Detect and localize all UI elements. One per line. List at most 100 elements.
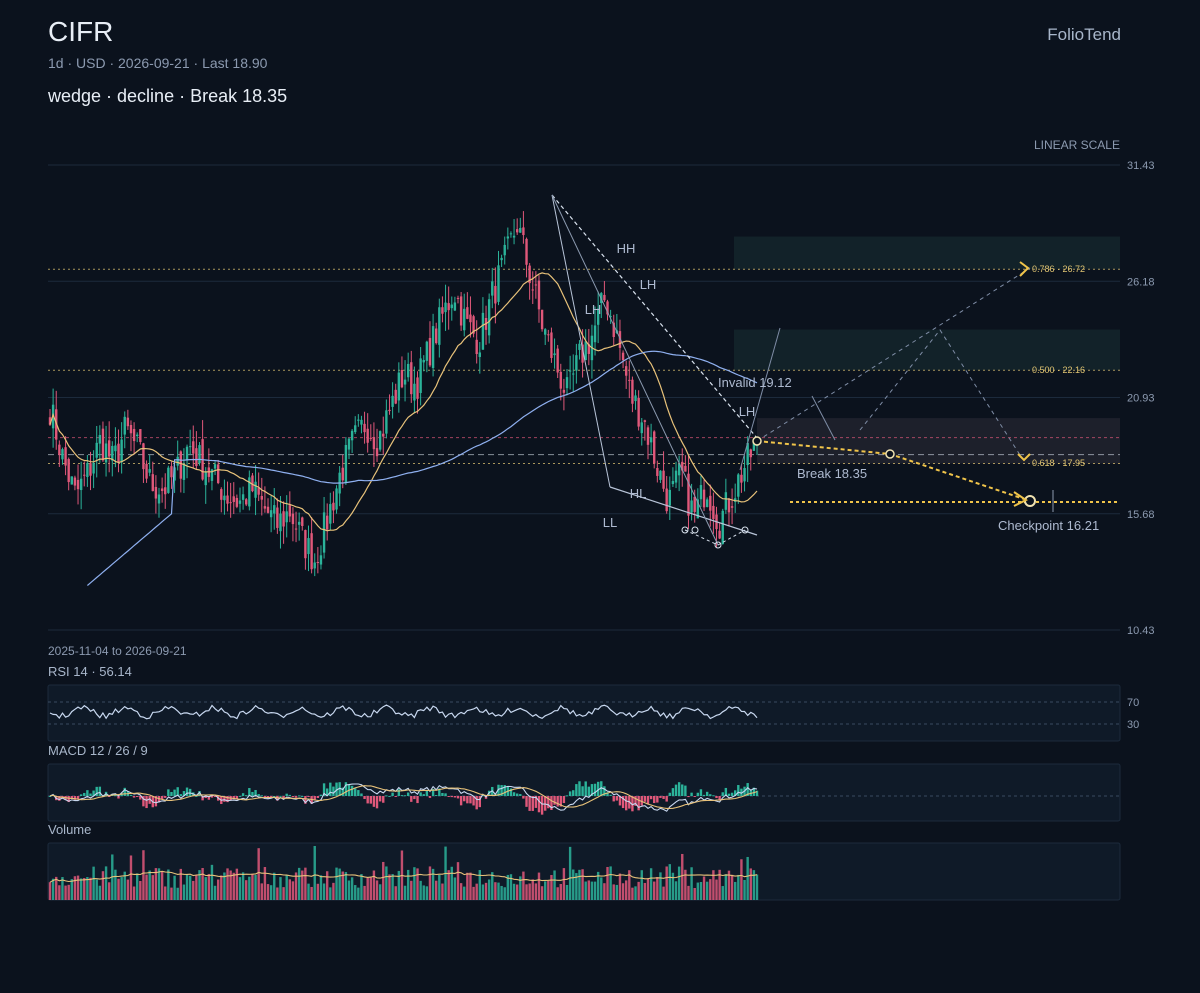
candle-body xyxy=(562,389,566,393)
candle xyxy=(413,366,416,414)
candle xyxy=(263,486,267,513)
volume-bar xyxy=(509,874,513,900)
volume-bar xyxy=(120,877,123,900)
macd-hist-bar xyxy=(621,796,625,809)
macd-hist-bar xyxy=(210,796,214,798)
volume-bar xyxy=(266,884,270,900)
macd-hist-bar xyxy=(366,796,369,804)
volume-bar xyxy=(715,879,718,900)
scale-toggle[interactable]: LINEAR SCALE xyxy=(1033,138,1120,152)
candle xyxy=(687,454,690,529)
macd-hist-bar xyxy=(687,796,690,798)
candle-body xyxy=(587,344,591,354)
macd-hist-bar xyxy=(441,792,444,796)
volume-bar xyxy=(665,866,668,900)
volume-bar xyxy=(746,856,749,900)
candle-body xyxy=(325,515,329,530)
volume-bar xyxy=(216,879,220,900)
candle xyxy=(142,442,145,483)
macd-hist-bar xyxy=(727,793,731,796)
candle-body xyxy=(681,461,684,471)
projection-path-alt xyxy=(859,329,1021,456)
macd-hist-bar xyxy=(522,796,525,799)
volume-bar xyxy=(755,874,759,900)
fib-786-label: 0.786 · 26.72 xyxy=(1032,264,1085,274)
volume-bar xyxy=(61,877,64,900)
candle-body xyxy=(241,494,245,500)
candle xyxy=(332,491,335,524)
volume-bar xyxy=(425,886,429,900)
volume-bar xyxy=(624,880,628,900)
candle xyxy=(637,390,640,431)
candle-body xyxy=(195,448,198,467)
candle-body xyxy=(550,332,553,358)
candle-body xyxy=(307,538,310,555)
macd-hist-bar xyxy=(699,789,703,796)
macd-hist-bar xyxy=(276,796,279,801)
candle-body xyxy=(618,331,622,348)
candle xyxy=(740,464,743,493)
volume-bar xyxy=(696,882,700,900)
macd-hist-bar xyxy=(733,790,737,796)
wedge-upper-line xyxy=(551,194,758,439)
candle xyxy=(497,250,500,306)
macd-hist-bar xyxy=(354,788,357,796)
macd-hist-bar xyxy=(456,796,460,799)
volume-bar xyxy=(435,880,438,900)
candle xyxy=(565,369,569,396)
candle xyxy=(316,547,320,574)
volume-bar xyxy=(671,872,675,900)
volume-bar xyxy=(241,872,245,900)
volume-bar xyxy=(291,881,295,900)
candle-body xyxy=(360,419,363,425)
macd-hist-bar xyxy=(740,788,743,796)
macd-signal-line xyxy=(49,785,758,809)
candle-body xyxy=(245,499,248,505)
volume-bar xyxy=(733,881,737,900)
candle-body xyxy=(500,257,503,261)
volume-bar xyxy=(260,883,263,900)
macd-hist-bar xyxy=(319,794,323,796)
candle-body xyxy=(332,502,335,511)
macd-hist-bar xyxy=(322,783,326,796)
candle xyxy=(547,329,550,342)
candle xyxy=(568,355,572,390)
candle-body xyxy=(313,562,316,569)
volume-bar xyxy=(668,864,671,900)
candle xyxy=(677,455,681,492)
candle xyxy=(297,512,301,541)
candle-body xyxy=(403,379,407,385)
volume-bar xyxy=(403,885,407,900)
candle xyxy=(515,218,519,235)
candle xyxy=(241,486,245,510)
candle xyxy=(285,495,288,538)
swing-label: LH xyxy=(585,302,602,317)
volume-bar xyxy=(724,874,728,900)
macd-hist-bar xyxy=(556,796,559,807)
candle-body xyxy=(58,444,61,455)
volume-bar xyxy=(562,868,566,900)
volume-bar xyxy=(456,862,460,900)
macd-hist-bar xyxy=(624,796,628,811)
candle xyxy=(279,496,282,549)
candle-body xyxy=(260,495,263,500)
candle xyxy=(718,523,721,540)
candle xyxy=(478,342,482,374)
macd-panel xyxy=(47,763,1121,822)
candle xyxy=(416,371,419,414)
candle xyxy=(338,466,341,507)
candle xyxy=(360,415,363,434)
candle-body xyxy=(519,227,522,233)
volume-bar xyxy=(618,873,622,900)
macd-hist-bar xyxy=(615,796,619,801)
volume-bar xyxy=(341,871,344,900)
candle xyxy=(472,314,475,338)
volume-bar xyxy=(95,879,98,900)
candle-body xyxy=(372,437,376,450)
candle xyxy=(406,352,410,382)
candle-body xyxy=(752,442,756,451)
candle xyxy=(129,420,133,452)
candle xyxy=(730,488,734,525)
macd-hist-bar xyxy=(375,796,379,809)
